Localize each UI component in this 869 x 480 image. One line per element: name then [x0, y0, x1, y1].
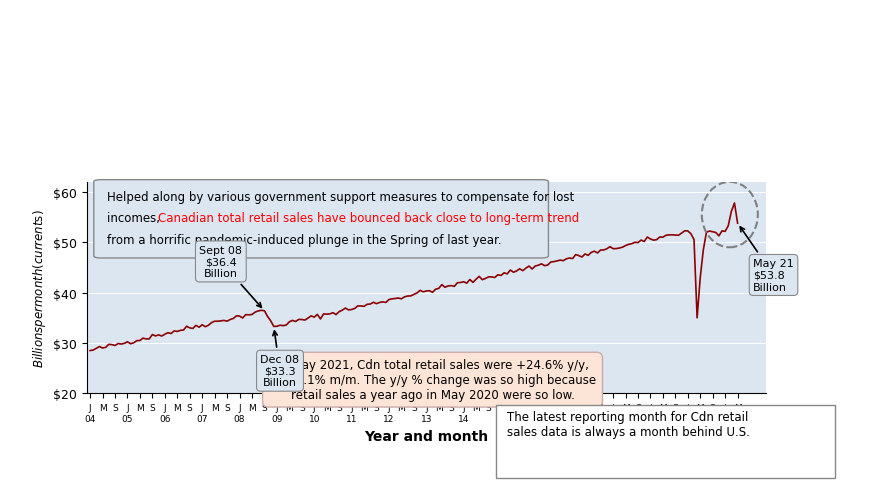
Text: incomes,: incomes, [107, 212, 164, 225]
Text: from a horrific pandemic-induced plunge in the Spring of last year.: from a horrific pandemic-induced plunge … [107, 233, 501, 246]
X-axis label: Year and month: Year and month [364, 430, 488, 444]
Text: Sept 08
$36.4
Billion: Sept 08 $36.4 Billion [199, 245, 261, 308]
Text: Helped along by various government support measures to compensate for lost: Helped along by various government suppo… [107, 191, 574, 204]
Text: Canadian total retail sales have bounced back close to long-term trend: Canadian total retail sales have bounced… [158, 212, 579, 225]
Y-axis label: $ Billions per month (current $s): $ Billions per month (current $s) [30, 209, 48, 367]
Text: May 21
$53.8
Billion: May 21 $53.8 Billion [740, 228, 793, 292]
Text: In May 2021, Cdn total retail sales were +24.6% y/y,
but -2.1% m/m. The y/y % ch: In May 2021, Cdn total retail sales were… [269, 359, 596, 401]
Text: Dec 08
$33.3
Billion: Dec 08 $33.3 Billion [260, 331, 299, 387]
FancyBboxPatch shape [94, 180, 547, 258]
Text: The latest reporting month for Cdn retail
sales data is always a month behind U.: The latest reporting month for Cdn retai… [507, 410, 749, 438]
